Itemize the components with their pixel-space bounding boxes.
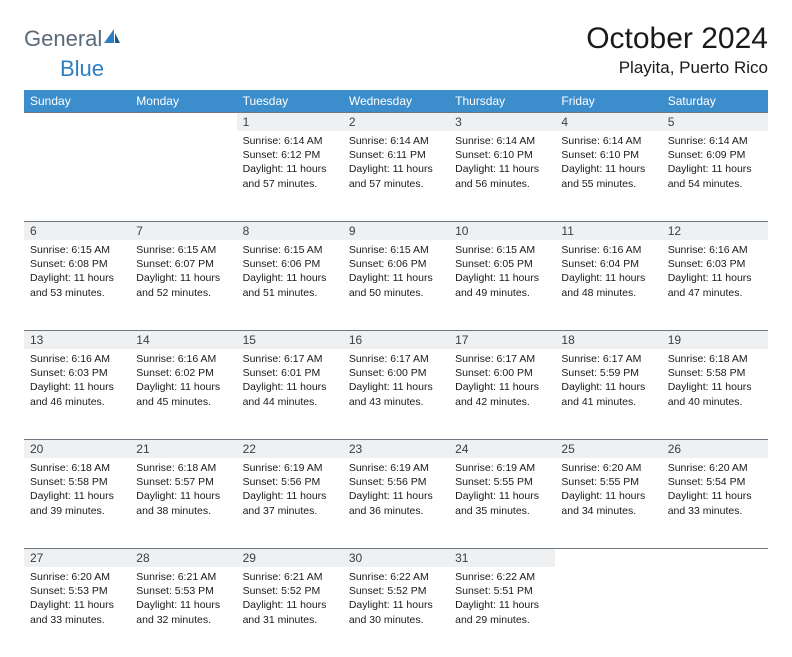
daynum-row: 2728293031 xyxy=(24,548,768,567)
empty-daynum xyxy=(662,548,768,566)
day-cell: Sunrise: 6:21 AMSunset: 5:53 PMDaylight:… xyxy=(130,567,236,633)
day-cell: Sunrise: 6:19 AMSunset: 5:56 PMDaylight:… xyxy=(343,458,449,524)
day-number: 7 xyxy=(130,221,236,240)
day-cell: Sunrise: 6:16 AMSunset: 6:02 PMDaylight:… xyxy=(130,349,236,415)
day-cell: Sunrise: 6:14 AMSunset: 6:12 PMDaylight:… xyxy=(237,131,343,197)
day-number: 19 xyxy=(662,330,768,349)
weekday-header-row: SundayMondayTuesdayWednesdayThursdayFrid… xyxy=(24,90,768,112)
weekday-header: Thursday xyxy=(449,90,555,112)
day-cell: Sunrise: 6:14 AMSunset: 6:10 PMDaylight:… xyxy=(555,131,661,197)
day-number: 16 xyxy=(343,330,449,349)
day-cell: Sunrise: 6:18 AMSunset: 5:57 PMDaylight:… xyxy=(130,458,236,524)
day-number: 24 xyxy=(449,439,555,458)
weekday-header: Friday xyxy=(555,90,661,112)
day-cell: Sunrise: 6:22 AMSunset: 5:52 PMDaylight:… xyxy=(343,567,449,633)
day-cell: Sunrise: 6:21 AMSunset: 5:52 PMDaylight:… xyxy=(237,567,343,633)
day-number: 10 xyxy=(449,221,555,240)
brand-part2: Blue xyxy=(60,56,104,82)
day-cell: Sunrise: 6:14 AMSunset: 6:10 PMDaylight:… xyxy=(449,131,555,197)
day-cell: Sunrise: 6:15 AMSunset: 6:06 PMDaylight:… xyxy=(237,240,343,306)
empty-daynum xyxy=(24,112,130,130)
daynum-row: 13141516171819 xyxy=(24,330,768,349)
day-cell: Sunrise: 6:20 AMSunset: 5:54 PMDaylight:… xyxy=(662,458,768,524)
daynum-row: 20212223242526 xyxy=(24,439,768,458)
day-cell: Sunrise: 6:14 AMSunset: 6:09 PMDaylight:… xyxy=(662,131,768,197)
weekday-header: Sunday xyxy=(24,90,130,112)
day-number: 20 xyxy=(24,439,130,458)
day-number: 8 xyxy=(237,221,343,240)
day-cell: Sunrise: 6:18 AMSunset: 5:58 PMDaylight:… xyxy=(662,349,768,415)
day-number: 23 xyxy=(343,439,449,458)
day-number: 15 xyxy=(237,330,343,349)
empty-daynum xyxy=(555,548,661,566)
day-cell: Sunrise: 6:17 AMSunset: 5:59 PMDaylight:… xyxy=(555,349,661,415)
daycontent-row: Sunrise: 6:18 AMSunset: 5:58 PMDaylight:… xyxy=(24,458,768,548)
sail-icon xyxy=(102,27,122,52)
brand-part1: General xyxy=(24,26,102,52)
day-cell: Sunrise: 6:19 AMSunset: 5:56 PMDaylight:… xyxy=(237,458,343,524)
daynum-row: 6789101112 xyxy=(24,221,768,240)
day-number: 12 xyxy=(662,221,768,240)
weekday-header: Tuesday xyxy=(237,90,343,112)
day-number: 6 xyxy=(24,221,130,240)
calendar-table: SundayMondayTuesdayWednesdayThursdayFrid… xyxy=(24,90,768,657)
day-cell: Sunrise: 6:20 AMSunset: 5:53 PMDaylight:… xyxy=(24,567,130,633)
day-cell: Sunrise: 6:16 AMSunset: 6:03 PMDaylight:… xyxy=(662,240,768,306)
day-cell: Sunrise: 6:22 AMSunset: 5:51 PMDaylight:… xyxy=(449,567,555,633)
day-number: 4 xyxy=(555,112,661,131)
day-cell: Sunrise: 6:14 AMSunset: 6:11 PMDaylight:… xyxy=(343,131,449,197)
day-number: 21 xyxy=(130,439,236,458)
day-cell: Sunrise: 6:18 AMSunset: 5:58 PMDaylight:… xyxy=(24,458,130,524)
weekday-header: Monday xyxy=(130,90,236,112)
weekday-header: Wednesday xyxy=(343,90,449,112)
day-number: 2 xyxy=(343,112,449,131)
day-cell: Sunrise: 6:17 AMSunset: 6:00 PMDaylight:… xyxy=(449,349,555,415)
weekday-header: Saturday xyxy=(662,90,768,112)
day-number: 29 xyxy=(237,548,343,567)
day-cell: Sunrise: 6:17 AMSunset: 6:01 PMDaylight:… xyxy=(237,349,343,415)
location: Playita, Puerto Rico xyxy=(586,58,768,78)
day-number: 17 xyxy=(449,330,555,349)
day-cell: Sunrise: 6:19 AMSunset: 5:55 PMDaylight:… xyxy=(449,458,555,524)
daycontent-row: Sunrise: 6:15 AMSunset: 6:08 PMDaylight:… xyxy=(24,240,768,330)
header: General October 2024 Playita, Puerto Ric… xyxy=(24,22,768,78)
empty-daynum xyxy=(130,112,236,130)
day-number: 31 xyxy=(449,548,555,567)
daycontent-row: Sunrise: 6:20 AMSunset: 5:53 PMDaylight:… xyxy=(24,567,768,657)
day-cell: Sunrise: 6:15 AMSunset: 6:05 PMDaylight:… xyxy=(449,240,555,306)
day-cell: Sunrise: 6:16 AMSunset: 6:03 PMDaylight:… xyxy=(24,349,130,415)
day-number: 28 xyxy=(130,548,236,567)
day-number: 25 xyxy=(555,439,661,458)
day-number: 30 xyxy=(343,548,449,567)
day-cell: Sunrise: 6:15 AMSunset: 6:06 PMDaylight:… xyxy=(343,240,449,306)
day-number: 18 xyxy=(555,330,661,349)
daycontent-row: Sunrise: 6:16 AMSunset: 6:03 PMDaylight:… xyxy=(24,349,768,439)
day-number: 22 xyxy=(237,439,343,458)
day-cell: Sunrise: 6:16 AMSunset: 6:04 PMDaylight:… xyxy=(555,240,661,306)
day-number: 3 xyxy=(449,112,555,131)
day-number: 26 xyxy=(662,439,768,458)
daycontent-row: Sunrise: 6:14 AMSunset: 6:12 PMDaylight:… xyxy=(24,131,768,221)
day-number: 13 xyxy=(24,330,130,349)
daynum-row: 12345 xyxy=(24,112,768,131)
day-number: 14 xyxy=(130,330,236,349)
month-title: October 2024 xyxy=(586,22,768,56)
day-cell: Sunrise: 6:15 AMSunset: 6:08 PMDaylight:… xyxy=(24,240,130,306)
day-number: 1 xyxy=(237,112,343,131)
brand-logo: General xyxy=(24,22,124,52)
day-number: 11 xyxy=(555,221,661,240)
day-cell: Sunrise: 6:17 AMSunset: 6:00 PMDaylight:… xyxy=(343,349,449,415)
day-number: 5 xyxy=(662,112,768,131)
day-number: 27 xyxy=(24,548,130,567)
day-cell: Sunrise: 6:15 AMSunset: 6:07 PMDaylight:… xyxy=(130,240,236,306)
day-cell: Sunrise: 6:20 AMSunset: 5:55 PMDaylight:… xyxy=(555,458,661,524)
day-number: 9 xyxy=(343,221,449,240)
title-block: October 2024 Playita, Puerto Rico xyxy=(586,22,768,78)
